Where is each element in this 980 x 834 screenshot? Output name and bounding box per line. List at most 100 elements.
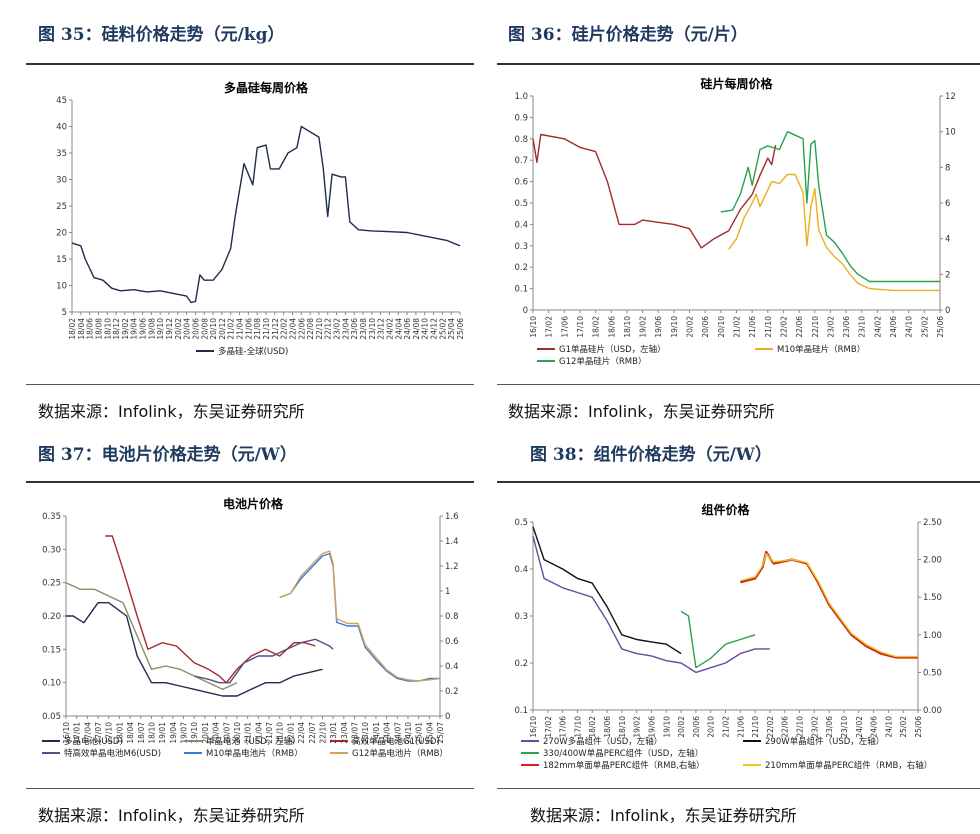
series-line-3 xyxy=(194,638,334,684)
y-tick-label: 25 xyxy=(56,202,67,212)
x-tick-label: 24/06 xyxy=(889,316,898,338)
legend-label: G12单晶硅片（RMB） xyxy=(559,356,646,367)
y-tick-label: 35 xyxy=(56,149,67,159)
x-tick-label: 17/01 xyxy=(73,722,82,744)
x-tick-label: 22/12 xyxy=(324,318,333,340)
series-line-1 xyxy=(728,173,940,292)
y-right-tick-label: 1.2 xyxy=(445,562,459,572)
x-tick-label: 23/01 xyxy=(329,722,338,744)
y-right-tick-label: 2.00 xyxy=(923,556,942,566)
series-line-0 xyxy=(532,133,777,249)
x-tick-label: 21/06 xyxy=(244,318,253,340)
x-tick-label: 21/04 xyxy=(254,722,263,744)
x-tick-label: 23/02 xyxy=(333,318,342,340)
x-tick-label: 18/02 xyxy=(68,318,77,340)
x-tick-label: 16/10 xyxy=(62,722,71,744)
x-tick-label: 22/02 xyxy=(779,316,788,338)
x-tick-label: 20/02 xyxy=(686,316,695,338)
x-tick-label: 17/06 xyxy=(559,716,568,738)
x-tick-label: 23/10 xyxy=(840,716,849,738)
x-tick-label: 23/10 xyxy=(368,318,377,340)
x-tick-label: 25/02 xyxy=(920,316,929,338)
y-right-tick-label: 4 xyxy=(945,235,950,245)
x-tick-label: 16/10 xyxy=(529,716,538,738)
x-tick-label: 17/10 xyxy=(105,722,114,744)
figure-36-source: 数据来源：Infolink，东吴证券研究所 xyxy=(508,402,775,421)
y-tick-label: 0.4 xyxy=(514,220,528,230)
y-right-tick-label: 10 xyxy=(945,128,956,138)
y-right-tick-label: 0 xyxy=(945,306,950,316)
x-tick-label: 22/06 xyxy=(297,318,306,340)
legend-label: 290W单晶组件（USD，左轴） xyxy=(765,736,884,747)
y-tick-label: 5 xyxy=(62,308,67,318)
x-tick-label: 17/10 xyxy=(576,316,585,338)
x-tick-label: 24/02 xyxy=(873,316,882,338)
x-tick-label: 22/10 xyxy=(318,722,327,744)
x-tick-label: 22/07 xyxy=(308,722,317,744)
y-right-tick-label: 8 xyxy=(945,163,950,173)
legend-label: G12单晶电池片（RMB） xyxy=(352,748,448,759)
x-tick-label: 25/02 xyxy=(438,318,447,340)
figure-35-source: 数据来源：Infolink，东吴证券研究所 xyxy=(38,402,305,421)
legend-label: M10单晶电池片（RMB） xyxy=(206,748,303,759)
x-tick-label: 19/04 xyxy=(130,318,139,340)
x-tick-label: 20/10 xyxy=(717,316,726,338)
x-tick-label: 24/10 xyxy=(404,722,413,744)
legend-label: 210mm单面单晶PERC组件（RMB，右轴） xyxy=(765,760,932,771)
figure-38-source: 数据来源：Infolink，东吴证券研究所 xyxy=(530,806,797,825)
y-tick-label: 20 xyxy=(56,229,67,239)
series-line-2 xyxy=(680,610,756,669)
x-tick-label: 20/04 xyxy=(212,722,221,744)
x-tick-label: 25/06 xyxy=(456,318,465,340)
y-tick-label: 0.1 xyxy=(514,285,528,295)
x-tick-label: 20/06 xyxy=(191,318,200,340)
x-tick-label: 23/04 xyxy=(341,318,350,340)
y-tick-label: 0.05 xyxy=(42,712,61,722)
figure-37-bottom-rule xyxy=(26,788,474,789)
figure-35-top-rule xyxy=(26,63,474,65)
x-tick-label: 18/10 xyxy=(623,316,632,338)
x-tick-label: 22/02 xyxy=(280,318,289,340)
x-tick-label: 18/07 xyxy=(137,722,146,744)
x-tick-label: 24/02 xyxy=(855,716,864,738)
y-right-tick-label: 1 xyxy=(445,587,450,597)
x-tick-label: 18/06 xyxy=(603,716,612,738)
x-tick-label: 19/01 xyxy=(158,722,167,744)
series-line-1 xyxy=(532,526,682,655)
y-right-tick-label: 1.4 xyxy=(445,537,459,547)
x-tick-label: 24/10 xyxy=(905,316,914,338)
y-tick-label: 0.25 xyxy=(42,579,61,589)
y-tick-label: 0.3 xyxy=(514,612,528,622)
x-tick-label: 24/12 xyxy=(430,318,439,340)
legend-label: 182mm单面单晶PERC组件（RMB,右轴） xyxy=(543,760,704,771)
x-tick-label: 21/08 xyxy=(253,318,262,340)
figure-37-title: 图 37：电池片价格走势（元/W） xyxy=(38,445,297,465)
y-tick-label: 0.5 xyxy=(514,199,528,209)
figure-38-title: 图 38：组件价格走势（元/W） xyxy=(530,445,772,465)
x-tick-label: 22/06 xyxy=(781,716,790,738)
x-tick-label: 21/10 xyxy=(276,722,285,744)
x-tick-label: 24/07 xyxy=(393,722,402,744)
x-tick-label: 18/10 xyxy=(618,716,627,738)
x-tick-label: 20/02 xyxy=(677,716,686,738)
x-tick-label: 23/10 xyxy=(858,316,867,338)
y-tick-label: 0.35 xyxy=(42,512,61,522)
x-tick-label: 22/08 xyxy=(306,318,315,340)
x-tick-label: 21/01 xyxy=(244,722,253,744)
x-tick-label: 18/10 xyxy=(103,318,112,340)
figure-37-top-rule xyxy=(26,481,474,483)
figure-38-top-rule xyxy=(497,481,980,483)
x-tick-label: 24/04 xyxy=(383,722,392,744)
legend-label: 多晶硅-全球(USD) xyxy=(218,346,288,357)
x-tick-label: 17/07 xyxy=(94,722,103,744)
x-tick-label: 22/10 xyxy=(796,716,805,738)
figure-37-source: 数据来源：Infolink，东吴证券研究所 xyxy=(38,806,305,825)
x-tick-label: 25/06 xyxy=(936,316,945,338)
series-line-4 xyxy=(279,552,440,682)
figure-36-title: 图 36：硅片价格走势（元/片） xyxy=(508,25,748,45)
x-tick-label: 21/10 xyxy=(764,316,773,338)
x-tick-label: 25/07 xyxy=(436,722,445,744)
x-tick-label: 19/02 xyxy=(639,316,648,338)
legend-label: 多晶电池(USD) xyxy=(64,736,123,747)
x-tick-label: 23/08 xyxy=(359,318,368,340)
